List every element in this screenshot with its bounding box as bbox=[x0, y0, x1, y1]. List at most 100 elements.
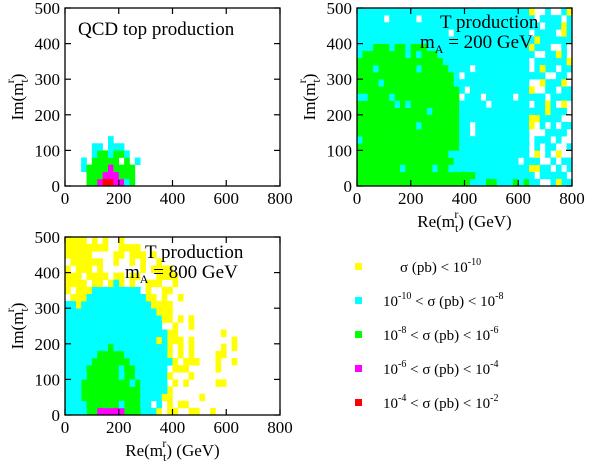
heatmap-cell bbox=[426, 22, 433, 30]
heatmap-cell bbox=[362, 150, 369, 158]
heatmap-cell bbox=[421, 143, 428, 151]
heatmap-cell bbox=[124, 372, 130, 380]
heatmap-cell bbox=[362, 50, 369, 59]
heatmap-cell bbox=[469, 36, 476, 44]
heatmap-cell bbox=[362, 86, 369, 94]
heatmap-cell bbox=[518, 79, 524, 87]
heatmap-cell bbox=[432, 57, 438, 66]
heatmap-cell bbox=[65, 343, 71, 352]
heatmap-cell bbox=[443, 22, 449, 30]
heatmap-cell bbox=[475, 129, 481, 137]
heatmap-cell bbox=[410, 93, 417, 101]
heatmap-cell bbox=[523, 129, 530, 137]
heatmap-cell bbox=[410, 8, 417, 16]
heatmap-cell bbox=[108, 322, 114, 330]
heatmap-cell bbox=[496, 43, 503, 52]
heatmap-cell bbox=[475, 72, 481, 80]
heatmap-cell bbox=[566, 164, 573, 173]
heatmap-cell bbox=[81, 286, 87, 295]
heatmap-cell bbox=[561, 100, 567, 108]
y-tick-label: 300 bbox=[35, 70, 61, 89]
heatmap-cell bbox=[566, 29, 573, 37]
heatmap-cell bbox=[140, 293, 146, 302]
heatmap-cell bbox=[394, 15, 401, 23]
heatmap-cell bbox=[475, 164, 481, 173]
heatmap-cell bbox=[512, 43, 519, 52]
heatmap-cell bbox=[400, 29, 406, 37]
heatmap-cell bbox=[459, 57, 465, 66]
heatmap-cell bbox=[416, 43, 422, 52]
heatmap-cell bbox=[97, 365, 103, 373]
heatmap-cell bbox=[91, 400, 98, 409]
heatmap-cell bbox=[81, 393, 87, 402]
heatmap-cell bbox=[102, 386, 109, 394]
heatmap-cell bbox=[389, 136, 395, 144]
heatmap-cell bbox=[545, 64, 551, 73]
heatmap-cell bbox=[108, 372, 114, 380]
heatmap-cell bbox=[437, 100, 444, 108]
heatmap-cell bbox=[469, 107, 476, 116]
heatmap-cell bbox=[373, 121, 379, 130]
heatmap-cell bbox=[491, 72, 498, 80]
heatmap-cell bbox=[448, 72, 455, 80]
heatmap-cell bbox=[459, 64, 465, 73]
heatmap-cell bbox=[459, 86, 465, 94]
heatmap-cell bbox=[545, 79, 551, 87]
heatmap-cell bbox=[378, 93, 385, 101]
y-tick-label: 0 bbox=[344, 177, 353, 196]
heatmap-cell bbox=[362, 164, 369, 173]
heatmap-cell bbox=[124, 150, 130, 158]
heatmap-cell bbox=[410, 178, 417, 187]
heatmap-cell bbox=[188, 343, 195, 352]
heatmap-cell bbox=[512, 86, 519, 94]
heatmap-cell bbox=[118, 286, 125, 295]
heatmap-cell bbox=[475, 50, 481, 59]
heatmap-cell bbox=[86, 372, 93, 380]
heatmap-cell bbox=[491, 36, 498, 44]
legend-entry: 10-4 < σ (pb) < 10-2 bbox=[355, 393, 498, 412]
heatmap-cell bbox=[188, 358, 195, 366]
heatmap-cell bbox=[486, 114, 492, 123]
heatmap-cell bbox=[480, 57, 487, 66]
heatmap-cell bbox=[432, 129, 438, 137]
heatmap-cell bbox=[151, 393, 157, 402]
heatmap-cell bbox=[378, 136, 385, 144]
heatmap-cell bbox=[108, 157, 114, 165]
heatmap-cell bbox=[453, 107, 460, 116]
heatmap-cell bbox=[97, 164, 103, 173]
heatmap-cell bbox=[151, 379, 157, 387]
heatmap-cell bbox=[373, 178, 379, 187]
heatmap-cell bbox=[177, 365, 184, 373]
heatmap-cell bbox=[140, 251, 146, 259]
heatmap-cell bbox=[231, 343, 238, 352]
heatmap-cell bbox=[464, 121, 471, 130]
heatmap-cell bbox=[437, 157, 444, 165]
heatmap-cell bbox=[496, 72, 503, 80]
heatmap-cell bbox=[394, 86, 401, 94]
heatmap-cell bbox=[555, 178, 562, 187]
heatmap-cell bbox=[145, 343, 152, 352]
heatmap-cell bbox=[480, 72, 487, 80]
heatmap-cell bbox=[129, 258, 136, 266]
heatmap-cell bbox=[421, 36, 428, 44]
heatmap-cell bbox=[512, 79, 519, 87]
heatmap-cell bbox=[486, 136, 492, 144]
heatmap-cell bbox=[405, 100, 412, 108]
heatmap-cell bbox=[480, 29, 487, 37]
heatmap-cell bbox=[459, 36, 465, 44]
heatmap-cell bbox=[65, 350, 71, 359]
heatmap-cell bbox=[91, 393, 98, 402]
heatmap-cell bbox=[561, 107, 567, 116]
heatmap-cell bbox=[561, 121, 567, 130]
heatmap-cell bbox=[448, 15, 455, 23]
heatmap-cell bbox=[177, 343, 184, 352]
heatmap-cell bbox=[70, 372, 77, 380]
heatmap-cell bbox=[453, 100, 460, 108]
heatmap-cell bbox=[394, 72, 401, 80]
heatmap-cell bbox=[448, 143, 455, 151]
heatmap-cell bbox=[367, 136, 374, 144]
heatmap-cell bbox=[507, 150, 514, 158]
heatmap-cell bbox=[502, 72, 508, 80]
heatmap-cell bbox=[118, 150, 125, 158]
heatmap-cell bbox=[523, 164, 530, 173]
